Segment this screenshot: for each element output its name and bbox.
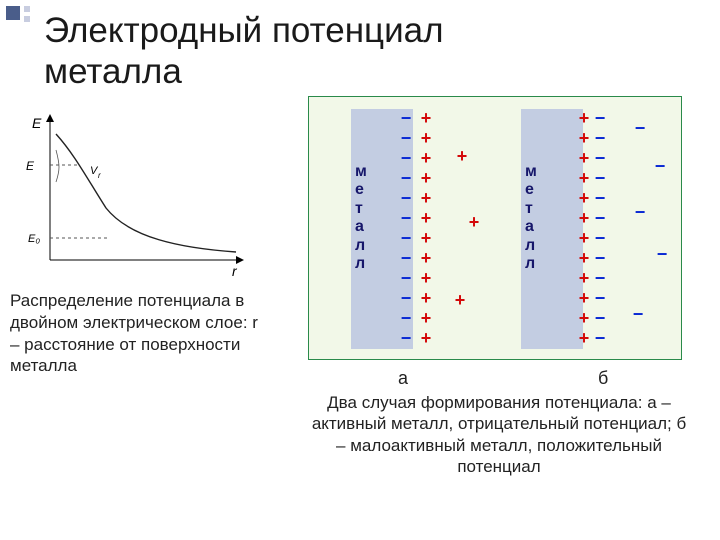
svg-text:E: E	[26, 159, 35, 173]
page-title: Электродный потенциал металла	[44, 10, 444, 93]
plus-charge	[419, 251, 433, 265]
minus-charge	[399, 191, 413, 205]
label-a: а	[398, 368, 408, 389]
plus-charge	[577, 131, 591, 145]
caption-right: Два случая формирования потенциала: а – …	[310, 392, 688, 478]
svg-text:E: E	[32, 115, 42, 131]
plus-charge	[419, 131, 433, 145]
minus-charge	[399, 171, 413, 185]
minus-charge	[631, 307, 645, 321]
plus-charge	[419, 111, 433, 125]
minus-charge	[593, 251, 607, 265]
minus-charge	[653, 159, 667, 173]
potential-graph: E r E E₀ V r	[20, 110, 248, 280]
plus-charge	[577, 311, 591, 325]
plus-charge	[577, 171, 591, 185]
minus-charge	[399, 311, 413, 325]
svg-text:r: r	[98, 171, 101, 180]
plus-charge	[577, 271, 591, 285]
plus-charge	[419, 171, 433, 185]
svg-text:r: r	[232, 263, 238, 279]
plus-charge	[419, 311, 433, 325]
minus-charge	[593, 231, 607, 245]
label-b: б	[598, 368, 608, 389]
minus-charge	[399, 111, 413, 125]
minus-charge	[399, 151, 413, 165]
minus-charge	[593, 191, 607, 205]
minus-charge	[399, 211, 413, 225]
plus-charge	[467, 215, 481, 229]
bullet-small	[24, 16, 30, 22]
bullet-main	[6, 6, 20, 20]
minus-charge	[633, 205, 647, 219]
title-line-2: металла	[44, 52, 182, 91]
plus-charge	[577, 291, 591, 305]
plus-charge	[577, 231, 591, 245]
plus-charge	[577, 331, 591, 345]
plus-charge	[453, 293, 467, 307]
plus-charge	[577, 251, 591, 265]
plus-charge	[419, 291, 433, 305]
plus-charge	[419, 211, 433, 225]
svg-text:E₀: E₀	[28, 233, 40, 245]
minus-charge	[593, 131, 607, 145]
minus-charge	[399, 331, 413, 345]
plus-charge	[419, 151, 433, 165]
plus-charge	[419, 271, 433, 285]
bullet-small	[24, 6, 30, 12]
metal-label-b: металл	[525, 163, 537, 273]
plus-charge	[577, 151, 591, 165]
metal-column-b: металл	[521, 109, 583, 349]
minus-charge	[399, 291, 413, 305]
title-line-1: Электродный потенциал	[44, 11, 444, 50]
plus-charge	[577, 191, 591, 205]
minus-charge	[655, 247, 669, 261]
minus-charge	[593, 151, 607, 165]
plus-charge	[455, 149, 469, 163]
minus-charge	[593, 271, 607, 285]
minus-charge	[593, 291, 607, 305]
minus-charge	[633, 121, 647, 135]
minus-charge	[593, 211, 607, 225]
minus-charge	[399, 131, 413, 145]
slide-bullets	[6, 6, 30, 22]
plus-charge	[577, 211, 591, 225]
metal-label-a: металл	[355, 163, 367, 273]
plus-charge	[577, 111, 591, 125]
double-layer-diagram: металл металл	[308, 96, 682, 360]
plus-charge	[419, 191, 433, 205]
plus-charge	[419, 331, 433, 345]
minus-charge	[593, 331, 607, 345]
minus-charge	[399, 251, 413, 265]
minus-charge	[399, 271, 413, 285]
minus-charge	[593, 111, 607, 125]
minus-charge	[593, 311, 607, 325]
minus-charge	[399, 231, 413, 245]
caption-left: Распределение потенциала в двойном элект…	[10, 290, 270, 377]
plus-charge	[419, 231, 433, 245]
minus-charge	[593, 171, 607, 185]
